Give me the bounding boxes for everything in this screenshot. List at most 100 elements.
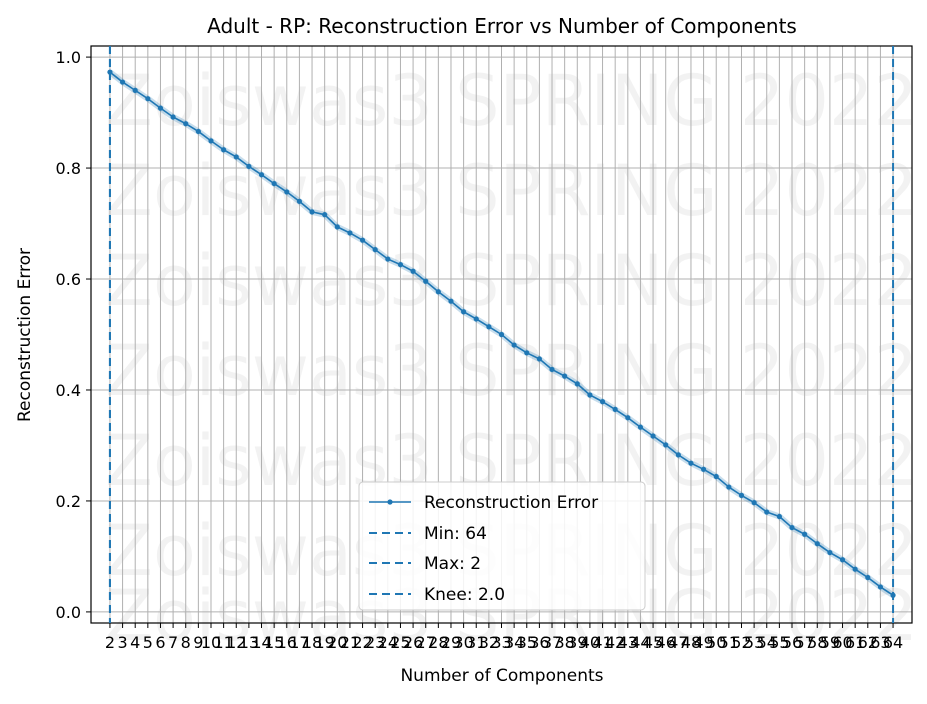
data-point [486,324,492,330]
x-tick-label: 16 [277,633,297,652]
x-tick-label: 64 [883,633,903,652]
data-point [663,442,669,448]
data-point [498,331,505,338]
x-tick-label: 49 [693,633,713,652]
data-point [751,500,757,506]
x-tick-label: 36 [529,633,549,652]
x-tick-label: 39 [567,633,587,652]
x-tick-label: 41 [592,633,612,652]
data-point [397,261,404,268]
legend-marker [387,499,393,505]
x-tick-label: 53 [744,633,764,652]
data-point [637,424,644,430]
x-tick-label: 46 [656,633,676,652]
x-tick-label: 7 [168,633,178,652]
data-point [865,574,871,581]
data-point [726,484,732,490]
data-point [612,406,618,412]
x-tick-label: 48 [681,633,701,652]
x-tick-label: 35 [517,633,537,652]
x-tick-label: 27 [416,633,436,652]
data-point [738,492,745,498]
x-tick-label: 2 [105,633,115,652]
x-tick-label: 50 [706,633,726,652]
data-point [827,549,833,556]
x-tick-label: 52 [731,633,751,652]
data-point [309,209,315,215]
data-point [839,557,846,563]
watermark-text: Zoiswas3 SPRING 2022 [105,150,918,232]
legend-box [358,481,646,611]
x-axis-label: Number of Components [400,666,603,686]
x-tick-label: 58 [807,633,827,652]
data-point [536,356,542,362]
x-tick-label: 34 [504,633,524,652]
data-point [549,366,555,373]
data-point [195,128,201,135]
y-tick-label: 0.4 [56,381,81,400]
x-tick-label: 15 [264,633,284,652]
data-point [157,105,164,111]
y-tick-label: 1.0 [56,48,81,67]
x-tick-label: 20 [327,633,347,652]
x-tick-label: 31 [466,633,486,652]
data-point [170,114,176,120]
x-tick-label: 61 [845,633,865,652]
x-tick-label: 54 [757,633,777,652]
data-point [183,121,189,127]
data-point [776,513,782,520]
x-tick-label: 10 [201,633,221,652]
x-tick-label: 22 [352,633,372,652]
data-point [802,531,808,537]
data-point [271,180,277,187]
x-tick-label: 30 [453,633,473,652]
data-point [359,237,366,243]
x-tick-label: 9 [193,633,203,652]
data-point [334,224,340,230]
data-point [587,392,593,398]
legend-label: Reconstruction Error [424,493,598,513]
legend-label: Min: 64 [424,524,487,544]
data-point [132,87,138,93]
legend-label: Knee: 2.0 [424,585,505,605]
x-tick-label: 32 [479,633,499,652]
data-point [877,584,884,590]
chart-title: Adult - RP: Reconstruction Error vs Numb… [207,14,797,38]
watermark-text: Zoiswas3 SPRING 2022 [105,60,918,142]
legend-label: Max: 2 [424,554,481,574]
x-tick-label: 13 [239,633,259,652]
data-point [208,138,214,144]
x-tick-label: 23 [365,633,385,652]
data-point [814,541,820,547]
x-tick-label: 29 [441,633,461,652]
data-point [574,381,580,387]
legend: Reconstruction Error Min: 64 Max: 2 Knee: 2… [358,481,646,611]
data-point [650,433,656,439]
x-tick-label: 12 [226,633,246,652]
data-point [675,452,681,458]
x-tick-label: 62 [858,633,878,652]
data-point [524,350,530,356]
x-tick-label: 42 [605,633,625,652]
data-point [562,373,568,379]
x-tick-label: 26 [403,633,423,652]
x-tick-label: 63 [870,633,890,652]
data-point [372,247,378,253]
x-tick-label: 59 [820,633,840,652]
y-tick-label: 0.0 [56,603,81,622]
x-tick-label: 33 [491,633,511,652]
data-point [423,278,429,284]
x-tick-label: 6 [155,633,165,652]
x-tick-label: 19 [314,633,334,652]
data-point [119,79,126,85]
data-point [385,256,391,262]
data-point [246,163,252,169]
data-point [764,509,770,515]
data-point [461,309,467,315]
data-point [713,473,719,480]
y-tick-label: 0.2 [56,492,81,511]
x-tick-label: 37 [542,633,562,652]
data-point [473,316,479,322]
